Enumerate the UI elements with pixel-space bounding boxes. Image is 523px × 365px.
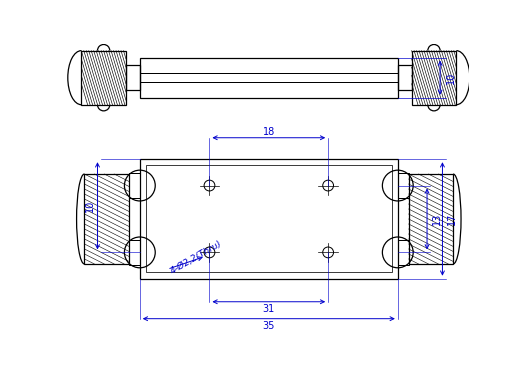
Text: 10: 10 — [446, 72, 456, 84]
Bar — [398, 173, 408, 198]
Bar — [84, 174, 129, 264]
Bar — [81, 51, 126, 105]
Bar — [129, 240, 140, 265]
Bar — [412, 51, 456, 105]
Text: 13: 13 — [431, 213, 441, 225]
Text: 17: 17 — [447, 213, 457, 225]
Bar — [140, 159, 398, 278]
Bar — [146, 165, 392, 273]
Bar — [398, 65, 412, 90]
Text: 35: 35 — [263, 320, 275, 331]
Bar — [412, 51, 456, 105]
Bar — [398, 240, 408, 265]
Bar — [140, 58, 398, 98]
Bar — [408, 174, 453, 264]
Text: 18: 18 — [263, 127, 275, 137]
Text: 31: 31 — [263, 304, 275, 314]
Text: 4-Ø2,2(Thru): 4-Ø2,2(Thru) — [169, 239, 224, 276]
Bar — [81, 51, 126, 105]
Text: 10: 10 — [85, 200, 95, 212]
Bar — [129, 173, 140, 198]
Bar — [126, 65, 140, 90]
